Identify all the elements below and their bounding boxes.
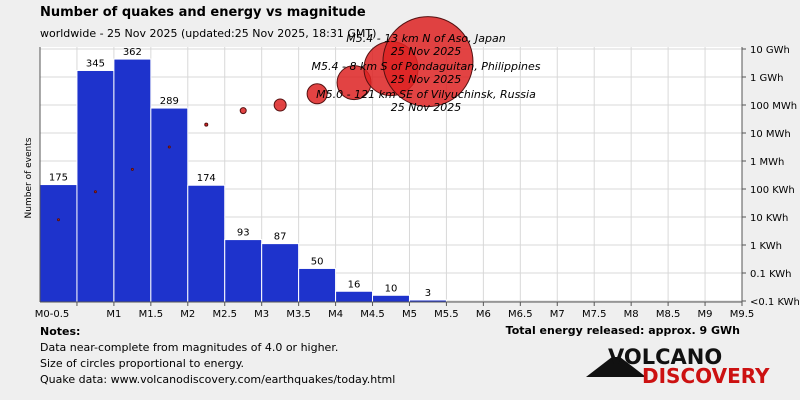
count-label: 3 — [425, 288, 431, 299]
count-label: 289 — [160, 96, 179, 107]
quake-annotation-title: M5.4 - 8 km S of Pondaguitan, Philippine… — [312, 60, 541, 73]
x-tick-label: M7.5 — [582, 309, 607, 320]
x-tick-label: M7 — [550, 309, 565, 320]
x-tick-label: M5 — [402, 309, 417, 320]
y-axis-title: Number of events — [24, 137, 34, 218]
logo-word-discovery: DISCOVERY — [642, 364, 770, 388]
quake-annotation-date: 25 Nov 2025 — [391, 45, 461, 58]
x-tick-label: M1.5 — [139, 309, 164, 320]
energy-circle — [204, 122, 209, 127]
energy-circle — [130, 167, 134, 171]
x-tick-label: M5.5 — [434, 309, 459, 320]
note-line-circle-size: Size of circles proportional to energy. — [40, 357, 245, 370]
count-bar — [224, 239, 263, 303]
energy-axis-label: 1 GWh — [750, 73, 784, 84]
energy-axis-label: 10 MWh — [750, 129, 791, 140]
energy-axis-label: 10 KWh — [750, 213, 788, 224]
quake-annotation-title: M5.4 - 13 km N of Aso, Japan — [346, 32, 506, 45]
x-tick-label: M2 — [180, 309, 195, 320]
energy-circle — [167, 145, 171, 149]
x-tick-label: M6.5 — [508, 309, 533, 320]
x-tick-label: M9 — [698, 309, 713, 320]
notes-block: Notes: Data near-complete from magnitude… — [40, 324, 395, 388]
energy-axis-label: 10 GWh — [750, 45, 790, 56]
count-bar — [113, 58, 152, 303]
quake-annotation-date: 25 Nov 2025 — [391, 101, 461, 114]
count-bar — [39, 184, 78, 303]
count-label: 16 — [348, 279, 361, 290]
energy-axis-label: 1 MWh — [750, 157, 784, 168]
note-line-data-source[interactable]: Quake data: www.volcanodiscovery.com/ear… — [40, 373, 396, 386]
count-bar — [335, 290, 374, 303]
chart-title: Number of quakes and energy vs magnitude — [40, 5, 366, 20]
x-tick-label: M3 — [254, 309, 269, 320]
count-label: 87 — [274, 232, 287, 243]
chart-subtitle: worldwide - 25 Nov 2025 (updated:25 Nov … — [40, 27, 377, 40]
x-tick-label: M4.5 — [360, 309, 385, 320]
volcano-logo-icon — [586, 357, 646, 377]
count-bar — [150, 107, 189, 303]
count-label: 50 — [311, 256, 324, 267]
x-tick-label: M3.5 — [286, 309, 311, 320]
notes-heading: Notes: — [40, 325, 81, 338]
count-label: 93 — [237, 228, 250, 239]
count-bar — [298, 267, 337, 303]
energy-circle — [56, 218, 60, 222]
total-energy-label: Total energy released: approx. 9 GWh — [505, 324, 740, 337]
energy-circle — [382, 16, 474, 108]
energy-circle — [306, 83, 328, 105]
x-tick-label: M1 — [106, 309, 121, 320]
x-tick-label: M2.5 — [212, 309, 237, 320]
x-tick-label: M6 — [476, 309, 491, 320]
energy-axis-label: 0.1 KWh — [750, 269, 792, 280]
energy-axis-label: 1 KWh — [750, 241, 782, 252]
count-label: 362 — [123, 47, 142, 58]
energy-circle — [239, 107, 247, 115]
count-bar — [372, 294, 410, 303]
count-label: 345 — [86, 58, 105, 69]
x-tick-label: M8.5 — [656, 309, 681, 320]
count-label: 175 — [49, 173, 68, 184]
count-bar — [187, 184, 226, 303]
logo-word-volcano: VOLCANO — [608, 345, 723, 369]
energy-axis-label: 100 KWh — [750, 185, 795, 196]
volcanodiscovery-logo[interactable]: VOLCANO DISCOVERY — [586, 345, 770, 390]
count-bar — [76, 69, 115, 303]
energy-axis-label: 100 MWh — [750, 101, 797, 112]
energy-circle — [93, 190, 97, 194]
quake-annotation-title: M5.0 - 121 km SE of Vilyuchinsk, Russia — [316, 88, 536, 101]
x-tick-label: M0-0.5 — [35, 309, 70, 320]
energy-circle — [273, 98, 287, 112]
x-tick-label: M9.5 — [730, 309, 755, 320]
energy-axis-label: <0.1 KWh — [750, 297, 800, 308]
count-label: 174 — [197, 173, 216, 184]
count-bar — [261, 243, 300, 303]
x-tick-label: M8 — [624, 309, 639, 320]
note-line-completeness: Data near-complete from magnitudes of 4.… — [40, 341, 339, 354]
x-tick-label: M4 — [328, 309, 343, 320]
quake-annotation-date: 25 Nov 2025 — [391, 73, 461, 86]
count-label: 10 — [385, 283, 398, 294]
